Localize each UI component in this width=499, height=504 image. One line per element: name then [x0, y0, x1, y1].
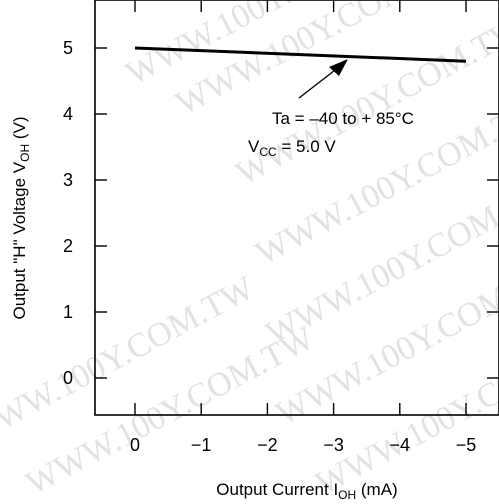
y-tick-label: 2	[63, 236, 73, 256]
y-tick-label: 4	[63, 104, 73, 124]
tick-marks	[95, 0, 499, 415]
x-tick-label: −1	[191, 435, 212, 455]
y-tick-label: 0	[63, 368, 73, 388]
x-tick-label: −2	[257, 435, 278, 455]
x-axis-title: Output Current IOH (mA)	[216, 480, 397, 502]
y-tick-label: 5	[63, 38, 73, 58]
y-tick-label: 3	[63, 170, 73, 190]
x-tick-label: 0	[130, 435, 140, 455]
annotation-arrow-shaft	[298, 66, 340, 99]
x-tick-label: −4	[390, 435, 411, 455]
x-tick-label: −5	[456, 435, 477, 455]
y-axis-title: Output "H" Voltage VOH (V)	[10, 117, 32, 320]
annotation-arrow-head	[329, 59, 348, 76]
series-line-voh	[134, 46, 467, 63]
plot-frame	[94, 0, 499, 416]
tick-labels: 0 −1 −2 −3 −4 −5 0 1 2 3 4 5	[63, 38, 476, 455]
annotation-vcc: VCC = 5.0 V	[248, 137, 336, 159]
series-layer	[134, 46, 467, 63]
annotation-ta: Ta = –40 to + 85°C	[272, 109, 414, 128]
x-tick-label: −3	[323, 435, 344, 455]
y-tick-label: 1	[63, 302, 73, 322]
